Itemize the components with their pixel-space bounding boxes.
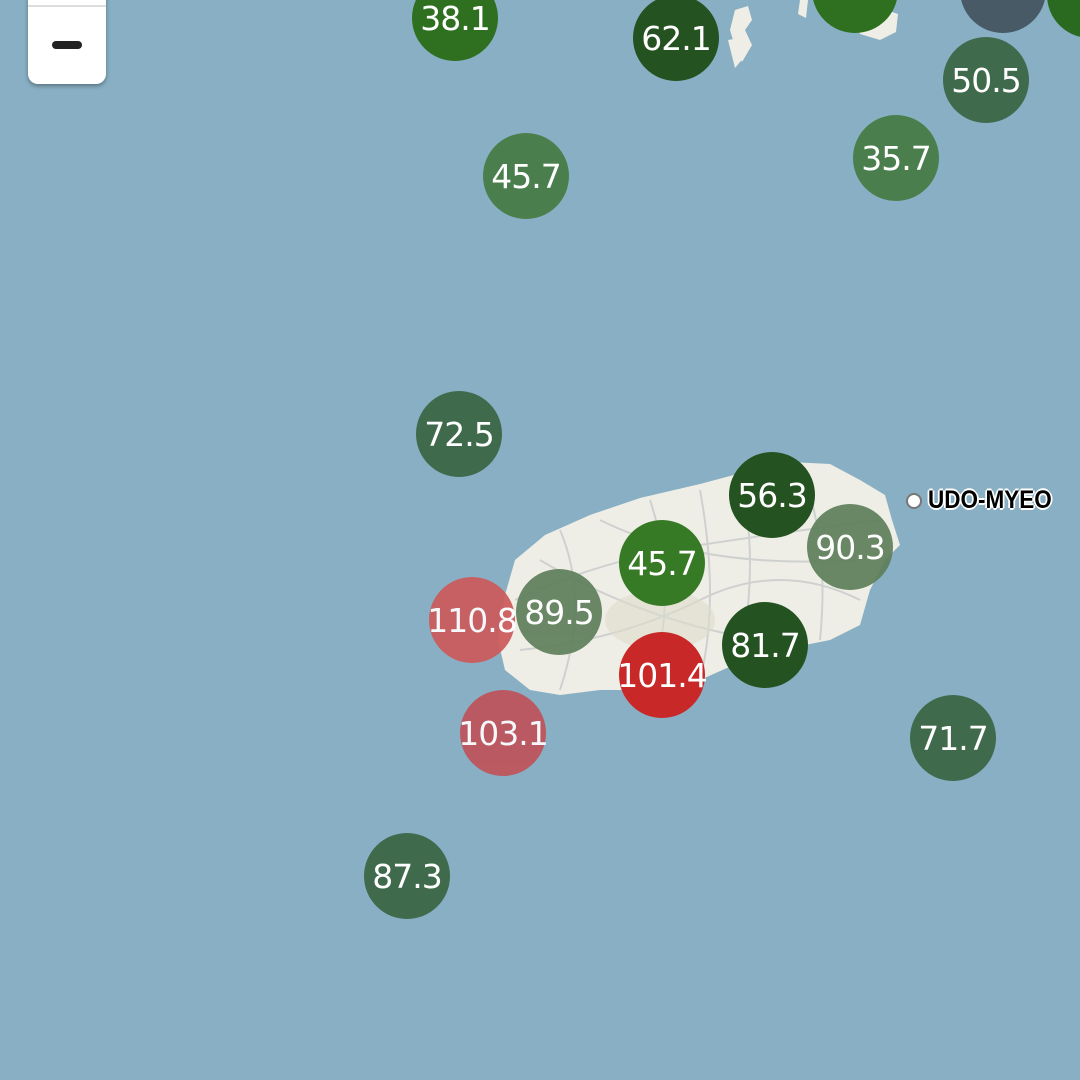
value-marker[interactable]: 56.3	[729, 452, 815, 538]
value-marker[interactable]: 62.1	[633, 0, 719, 81]
value-marker[interactable]: 72.5	[416, 391, 502, 477]
value-marker[interactable]: 50.5	[943, 37, 1029, 123]
value-marker[interactable]: 45.7	[483, 133, 569, 219]
value-marker[interactable]: 103.1	[458, 690, 549, 776]
value-marker[interactable]: 71.7	[910, 695, 996, 781]
value-marker[interactable]: 101.4	[617, 632, 708, 718]
place-marker-udo[interactable]: UDO-MYEO	[906, 486, 1066, 515]
place-dot-icon	[906, 492, 922, 509]
value-marker[interactable]: 87.3	[364, 833, 450, 919]
zoom-control-divider	[28, 5, 106, 7]
value-marker[interactable]: 81.7	[722, 602, 808, 688]
minus-icon	[52, 40, 82, 49]
value-marker[interactable]: 110.8	[427, 577, 518, 663]
zoom-out-button[interactable]	[28, 5, 106, 84]
value-marker[interactable]: 90.3	[807, 504, 893, 590]
value-marker[interactable]: 89.5	[516, 569, 602, 655]
value-marker[interactable]: 45.7	[619, 520, 705, 606]
zoom-control	[28, 0, 106, 84]
place-label: UDO-MYEO	[928, 486, 1052, 514]
value-marker[interactable]: 35.7	[853, 115, 939, 201]
